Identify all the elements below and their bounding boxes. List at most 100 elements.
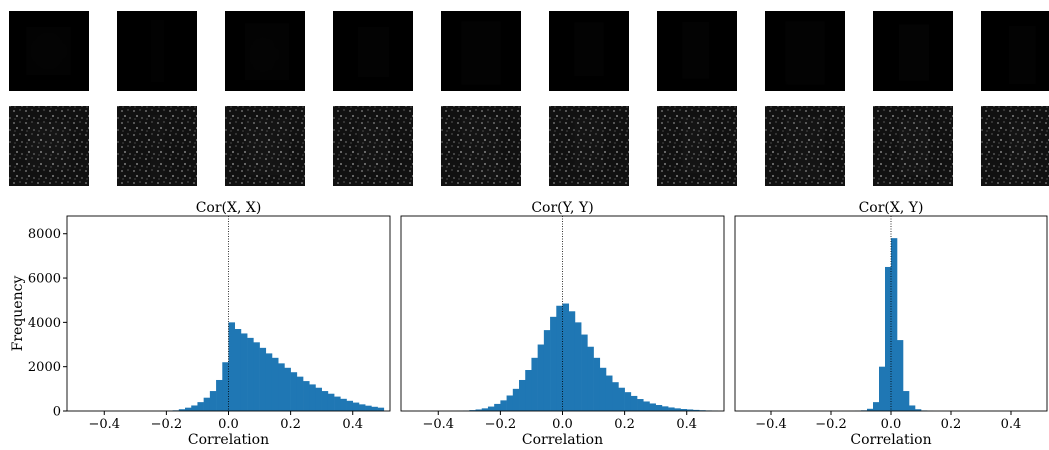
image-bg	[657, 106, 737, 186]
digit-image	[873, 11, 953, 91]
bar	[538, 345, 545, 411]
bar	[903, 391, 909, 411]
bar	[347, 401, 354, 411]
bar	[278, 363, 285, 411]
y-axis-label: Frequency	[10, 276, 26, 352]
bar	[334, 397, 341, 411]
bar	[328, 394, 335, 411]
bar	[612, 382, 619, 411]
bar	[662, 406, 669, 411]
bar	[581, 335, 588, 411]
bar	[197, 402, 204, 411]
digit-images	[9, 11, 1049, 186]
chart-title: Cor(Y, Y)	[531, 200, 593, 216]
bar	[191, 405, 198, 411]
bar	[909, 405, 915, 411]
bar	[668, 407, 675, 411]
x-axis-label: Correlation	[850, 432, 931, 446]
digit-image	[657, 11, 737, 91]
x-tick-label: −0.4	[422, 417, 454, 432]
bar	[879, 367, 885, 411]
x-tick-label: −0.4	[755, 417, 787, 432]
bar	[507, 395, 514, 411]
bar	[229, 322, 236, 411]
bar	[371, 407, 378, 411]
digit-image	[225, 11, 305, 91]
bar	[631, 396, 638, 411]
x-tick-label: 0.2	[614, 417, 635, 432]
bar	[600, 368, 607, 411]
x-axis-label: Correlation	[188, 432, 269, 446]
digit-image	[333, 106, 413, 186]
bar	[897, 340, 903, 411]
bar	[569, 311, 576, 411]
bar	[625, 392, 632, 411]
digit-image	[225, 106, 305, 186]
bar	[575, 322, 582, 411]
digit-image	[441, 106, 521, 186]
digit-image	[9, 106, 89, 186]
image-bg	[765, 11, 845, 91]
x-tick-label: 0.4	[1001, 417, 1022, 432]
x-tick-label: −0.2	[815, 417, 847, 432]
digit-image	[549, 106, 629, 186]
digit-image	[441, 11, 521, 91]
digit-image	[549, 11, 629, 91]
bar	[291, 372, 298, 411]
x-tick-label: 0.0	[552, 417, 573, 432]
chart-title: Cor(X, X)	[196, 200, 262, 216]
bar	[550, 317, 557, 411]
bar	[303, 381, 310, 411]
bar	[210, 391, 217, 411]
bar	[531, 358, 538, 411]
bar	[519, 380, 526, 411]
bar	[488, 407, 495, 411]
bar	[494, 404, 501, 411]
bar	[272, 358, 279, 411]
bar	[253, 342, 260, 411]
bar	[247, 338, 254, 411]
bar	[885, 267, 891, 411]
image-bg	[765, 106, 845, 186]
image-bg	[657, 11, 737, 91]
bar	[500, 400, 507, 411]
bar	[563, 304, 570, 411]
bar	[266, 353, 273, 411]
image-bg	[441, 11, 521, 91]
image-bg	[9, 106, 89, 186]
digit-image	[981, 106, 1049, 186]
bar	[556, 306, 563, 411]
bar	[340, 399, 347, 411]
bar	[606, 376, 613, 411]
bar	[873, 402, 879, 411]
x-tick-label: −0.2	[151, 417, 183, 432]
bar	[618, 388, 625, 411]
bar	[260, 348, 267, 411]
bar	[322, 391, 329, 411]
x-tick-label: 0.2	[941, 417, 962, 432]
x-tick-label: 0.0	[881, 417, 902, 432]
bar	[235, 329, 242, 411]
bar	[315, 388, 322, 411]
bar	[241, 333, 248, 411]
bar	[656, 405, 663, 411]
bar	[637, 399, 644, 411]
digit-image	[981, 11, 1049, 91]
x-tick-label: 0.2	[280, 417, 301, 432]
digit-image	[765, 106, 845, 186]
y-tick-label: 8000	[28, 227, 61, 242]
bar	[649, 403, 656, 411]
chart-title: Cor(X, Y)	[859, 200, 924, 216]
image-bg	[441, 106, 521, 186]
bar	[359, 404, 366, 411]
x-tick-label: 0.0	[218, 417, 239, 432]
bar	[587, 347, 594, 411]
bar	[284, 368, 291, 411]
digit-image	[765, 11, 845, 91]
bar	[204, 398, 211, 411]
bar	[513, 389, 520, 411]
x-tick-label: −0.2	[485, 417, 517, 432]
x-axis-label: Correlation	[522, 432, 603, 446]
y-tick-label: 4000	[28, 316, 61, 331]
